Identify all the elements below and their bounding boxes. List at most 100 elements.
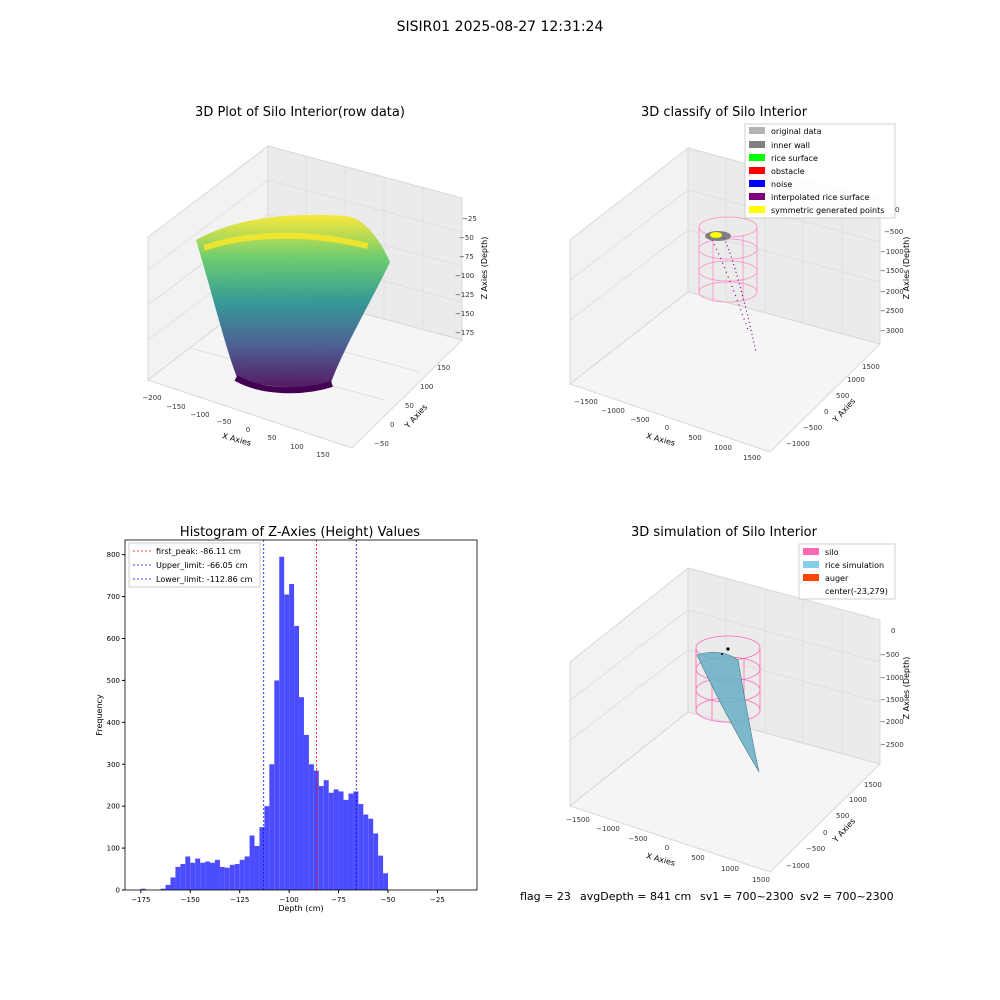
sim-3d-z-tick: −2000 (880, 718, 904, 726)
classify-3d-xlabel: X Axies (645, 431, 676, 447)
hist-legend-label: first_peak: -86.11 cm (156, 547, 241, 556)
hist-bar (219, 866, 225, 890)
hist-bar (269, 764, 275, 890)
sim-3d-z-tick: −2500 (880, 741, 904, 749)
hist-x-tick-label: −75 (331, 896, 346, 904)
classify-3d-x-tick: −1000 (601, 407, 625, 415)
sim-3d-x-tick: 1000 (721, 865, 739, 873)
classify-legend-label: noise (771, 180, 792, 189)
classify-3d-z-tick: −500 (884, 228, 903, 236)
hist-bar (323, 780, 329, 890)
hist-x-tick-label: −50 (381, 896, 396, 904)
footer-sv1: sv1 = 700~2300 (700, 890, 794, 903)
hist-legend: first_peak: -86.11 cm Upper_limit: -66.0… (128, 542, 261, 588)
hist-y-tick-label: 800 (107, 551, 120, 559)
sim-3d-x-tick: −1500 (566, 816, 590, 824)
sim-3d-x-ticks: −1500 −1000 −500 0 500 1000 1500 (566, 816, 770, 884)
classify-3d-x-ticks: −1500 −1000 −500 0 500 1000 1500 (574, 398, 761, 462)
classify-3d-legend: original data inner wall rice surface ob… (744, 123, 896, 219)
footer-avg-depth: avgDepth = 841 cm (580, 890, 691, 903)
hist-x-tick-label: −175 (131, 896, 150, 904)
raw-3d-x-tick: 0 (246, 426, 250, 434)
classify-3d-z-tick: −1000 (880, 248, 904, 256)
raw-3d-z-tick: −100 (455, 272, 474, 280)
sim-3d-z-tick: −1000 (880, 674, 904, 682)
sim-3d-z-ticks: 0 −500 −1000 −1500 −2000 −2500 (880, 627, 904, 749)
hist-bar (165, 884, 171, 890)
hist-bar (308, 764, 314, 890)
raw-3d-x-tick: −200 (142, 394, 161, 402)
hist-bar (210, 862, 215, 890)
sim-legend-swatch (803, 548, 819, 555)
hist-bar (289, 584, 295, 890)
classify-3d-z-tick: −2500 (880, 307, 904, 315)
classify-3d-silo (698, 216, 758, 303)
hist-legend-label: Lower_limit: -112.86 cm (156, 575, 253, 584)
classify-legend-swatch (749, 154, 765, 161)
hist-bar (190, 862, 196, 890)
figure-title: SISIR01 2025-08-27 12:31:24 (397, 19, 604, 35)
sim-legend-label: silo (825, 548, 839, 557)
classify-3d-y-tick: −1000 (786, 440, 810, 448)
hist-bar (195, 858, 201, 890)
classify-3d-x-tick: 1500 (743, 454, 761, 462)
hist-x-tick-label: −150 (181, 896, 200, 904)
hist-y-tick-label: 200 (107, 803, 120, 811)
sim-3d-title: 3D simulation of Silo Interior (631, 525, 818, 540)
hist-bar (170, 877, 176, 890)
raw-3d-y-tick: 100 (420, 383, 433, 391)
hist-y-tick-label: 400 (107, 719, 120, 727)
raw-3d-y-tick: −50 (374, 440, 389, 448)
classify-legend-label: obstacle (771, 167, 805, 176)
classify-3d-x-tick: 1000 (714, 444, 732, 452)
classify-3d-x-tick: −500 (630, 416, 649, 424)
hist-x-tick-label: −100 (280, 896, 299, 904)
hist-bars (140, 556, 389, 890)
hist-bar (294, 625, 300, 890)
sim-legend-label: rice simulation (825, 561, 884, 570)
classify-3d-y-tick: 1500 (862, 363, 880, 371)
hist-ylabel: Frequency (95, 694, 104, 736)
hist-xlabel: Depth (cm) (278, 904, 323, 913)
classify-3d-x-tick: 0 (665, 424, 669, 432)
raw-3d-x-tick: −100 (190, 411, 209, 419)
classify-legend-swatch (749, 127, 765, 134)
sim-3d-x-tick: −500 (628, 835, 647, 843)
raw-3d-title: 3D Plot of Silo Interior(row data) (195, 105, 405, 120)
classify-legend-swatch (749, 167, 765, 174)
sim-3d-y-tick: −500 (806, 845, 825, 853)
hist-y-tick-label: 600 (107, 635, 120, 643)
hist-bar (348, 793, 354, 890)
sim-3d-zlabel: Z Axies (Depth) (902, 657, 911, 720)
classify-3d-points (705, 231, 757, 353)
classify-legend-label: inner wall (771, 141, 810, 150)
classify-3d-z-tick: 0 (895, 206, 899, 214)
sim-3d-z-tick: 0 (891, 627, 895, 635)
hist-bar (259, 827, 265, 890)
classify-3d-y-tick: −500 (803, 424, 822, 432)
classify-legend-box (744, 123, 896, 219)
classify-3d-z-ticks: 0 −500 −1000 −1500 −2000 −2500 −3000 (880, 206, 904, 335)
hist-bar (383, 873, 389, 890)
sim-3d-y-tick: −1000 (786, 862, 810, 870)
hist-bar (318, 786, 324, 890)
footer-sv2: sv2 = 700~2300 (800, 890, 894, 903)
raw-3d-y-tick: 50 (405, 402, 414, 410)
raw-3d-z-tick: −75 (459, 253, 474, 261)
hist-bar (254, 845, 260, 890)
hist-bar (234, 864, 240, 890)
classify-3d-z-tick: −2000 (880, 288, 904, 296)
status-footer: flag = 23 avgDepth = 841 cm sv1 = 700~23… (520, 890, 894, 903)
classify-legend-swatch (749, 206, 765, 213)
classify-3d-grid (569, 158, 881, 333)
hist-x-tick-label: −125 (230, 896, 249, 904)
classify-legend-label: symmetric generated points (771, 206, 884, 215)
classify-3d-ylabel: Y Axies (830, 397, 857, 425)
sim-3d-xlabel: X Axies (645, 851, 676, 867)
hist-bar (244, 856, 250, 890)
classify-3d-y-tick: 500 (836, 392, 849, 400)
raw-3d-x-tick: 150 (316, 451, 329, 459)
hist-bar (224, 867, 230, 890)
raw-3d-points (196, 214, 390, 394)
